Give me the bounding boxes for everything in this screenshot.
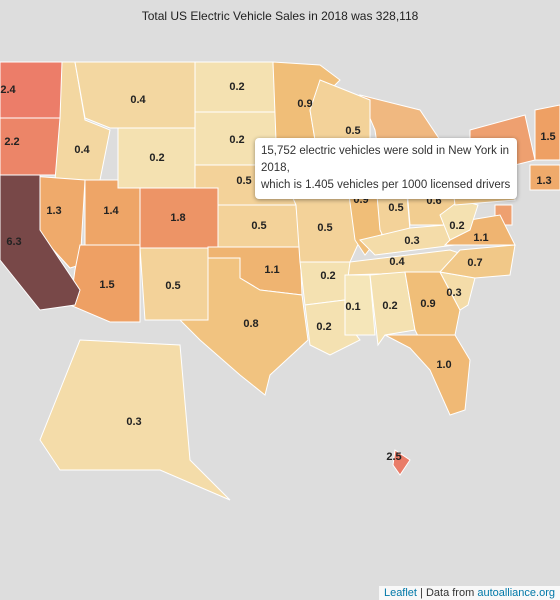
attribution-text: | Data from (420, 587, 475, 599)
region (384, 334, 471, 416)
region-label: 0.9 (297, 98, 312, 110)
region-label: 1.1 (264, 264, 279, 276)
region (69, 244, 141, 323)
region-label: 1.3 (46, 205, 61, 217)
region-label: 0.3 (126, 416, 141, 428)
region-label: 0.1 (345, 301, 360, 313)
region-label: 1.1 (473, 232, 488, 244)
region-label: 0.3 (446, 287, 461, 299)
region-label: 0.4 (389, 256, 405, 268)
tooltip-line: 15,752 electric vehicles were sold in Ne… (261, 145, 510, 174)
region (39, 339, 231, 501)
region-label: 0.5 (345, 125, 360, 137)
region-label: 0.5 (317, 222, 332, 234)
region (299, 261, 351, 306)
region-label: 0.9 (420, 298, 435, 310)
map-title: Total US Electric Vehicle Sales in 2018 … (141, 9, 419, 23)
region (392, 449, 411, 476)
leaflet-link[interactable]: Leaflet (383, 587, 417, 599)
region-label: 1.0 (436, 359, 451, 371)
region-label: 0.2 (320, 270, 335, 282)
region-label: 1.3 (536, 175, 551, 187)
region-label: 2.4 (0, 84, 16, 96)
region-label: 0.3 (404, 235, 419, 247)
tooltip: 15,752 electric vehicles were sold in Ne… (255, 138, 517, 199)
tooltip-line: which is 1.405 vehicles per 1000 license… (261, 179, 511, 191)
region-label: 1.8 (170, 212, 185, 224)
region-label: 0.5 (236, 175, 251, 187)
region-label: 6.3 (6, 236, 21, 248)
region-label: 1.5 (540, 131, 555, 143)
region-label: 0.2 (229, 81, 244, 93)
region (529, 164, 560, 191)
region-label: 0.5 (165, 280, 180, 292)
region-label: 2.5 (386, 451, 401, 463)
region-label: 1.5 (99, 279, 114, 291)
region-label: 0.5 (388, 202, 403, 214)
attribution: Leaflet | Data from autoalliance.org (378, 586, 560, 600)
region (369, 271, 416, 347)
region-label: 0.2 (316, 321, 331, 333)
region (0, 174, 81, 311)
region (178, 257, 309, 396)
region (439, 244, 516, 279)
region-label: 1.4 (103, 205, 119, 217)
region-label: 0.5 (251, 220, 266, 232)
region-label: 0.4 (130, 94, 146, 106)
region-label: 0.2 (229, 134, 244, 146)
region-label: 0.8 (243, 318, 258, 330)
region (534, 104, 560, 161)
region (344, 274, 376, 336)
region-label: 0.2 (149, 152, 164, 164)
region-label: 0.2 (382, 300, 397, 312)
source-link[interactable]: autoalliance.org (477, 587, 555, 599)
region-label: 2.2 (4, 136, 19, 148)
region-label: 0.7 (467, 257, 482, 269)
region-label: 0.4 (74, 144, 90, 156)
region-label: 0.2 (449, 220, 464, 232)
